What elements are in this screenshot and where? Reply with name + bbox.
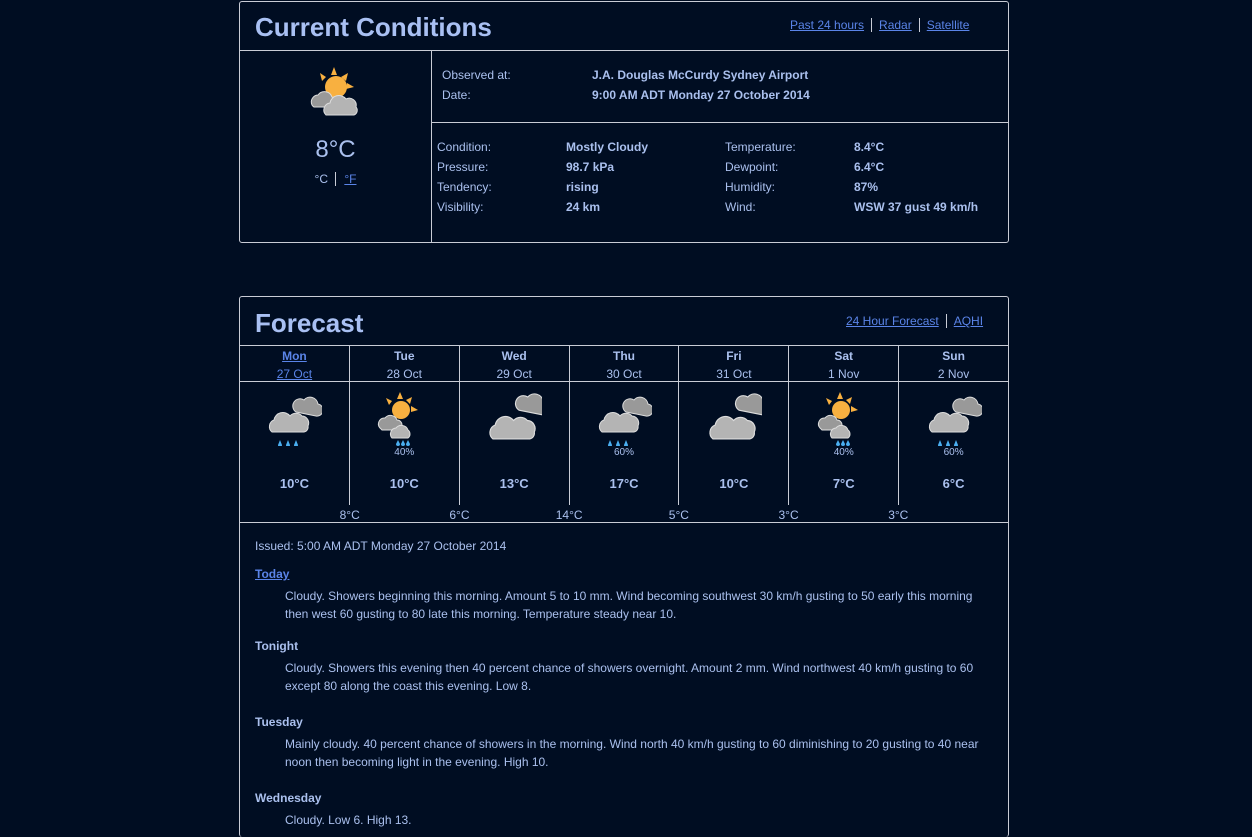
showers-icon <box>269 396 323 446</box>
detail-label: Tendency: <box>437 180 492 194</box>
low-temp: 3°C <box>778 508 799 522</box>
period-name-link[interactable]: Today <box>255 567 290 581</box>
satellite-link[interactable]: Satellite <box>918 18 977 32</box>
day-name: Fri <box>726 349 742 363</box>
period-text: Cloudy. Showers this evening then 40 per… <box>285 661 974 693</box>
temperature-value: 8.4°C <box>854 140 885 154</box>
humidity-value: 87% <box>854 180 879 194</box>
forecast-panel: Forecast 24 Hour Forecast AQHI Mon 27 Oct… <box>239 296 1009 837</box>
high-temp: 7°C <box>832 476 855 491</box>
day-header-thu[interactable]: Thu 30 Oct <box>568 346 679 381</box>
high-temp: 13°C <box>499 476 529 491</box>
fahrenheit-link[interactable]: °F <box>344 172 357 186</box>
high-temp: 10°C <box>389 476 419 491</box>
day-name-link[interactable]: Mon <box>282 349 307 363</box>
visibility-value: 24 km <box>566 200 601 214</box>
day-header-wed[interactable]: Wed 29 Oct <box>458 346 569 381</box>
day-name: Thu <box>613 349 635 363</box>
detail-label: Humidity: <box>725 180 776 194</box>
high-temp: 10°C <box>719 476 749 491</box>
condition-value: Mostly Cloudy <box>566 140 649 154</box>
past-24-hours-link[interactable]: Past 24 hours <box>790 18 865 32</box>
observed-label: Observed at: <box>442 68 511 82</box>
day-date: 30 Oct <box>606 367 642 381</box>
day-header-sat[interactable]: Sat 1 Nov <box>788 346 898 381</box>
day-forecast-tue: 40% 10°C <box>348 382 459 505</box>
detail-label: Temperature: <box>725 140 796 154</box>
forecast-period: Wednesday Cloudy. Low 6. High 13. <box>255 791 998 829</box>
current-conditions-title: Current Conditions <box>255 12 492 42</box>
forecast-title: Forecast <box>255 308 364 338</box>
sun-behind-clouds-icon <box>310 67 358 116</box>
sun-showers-icon <box>378 392 419 446</box>
issued-text: Issued: 5:00 AM ADT Monday 27 October 20… <box>255 539 507 553</box>
showers-icon <box>928 396 982 446</box>
celsius-unit: °C <box>314 172 336 186</box>
high-temp: 6°C <box>942 476 965 491</box>
precip-chance: 40% <box>833 447 854 458</box>
day-date: 28 Oct <box>386 367 422 381</box>
day-date: 1 Nov <box>828 367 860 381</box>
day-forecast-fri: 10°C <box>678 382 788 505</box>
day-forecast-wed: 13°C <box>458 382 569 505</box>
date-label: Date: <box>442 88 471 102</box>
day-date: 29 Oct <box>496 367 532 381</box>
day-header-tue[interactable]: Tue 28 Oct <box>348 346 459 381</box>
low-temp: 8°C <box>339 508 360 522</box>
low-temp: 3°C <box>888 508 909 522</box>
period-text: Cloudy. Low 6. High 13. <box>285 813 412 827</box>
current-temperature: 8°C <box>315 136 356 163</box>
low-temp: 5°C <box>668 508 689 522</box>
period-name: Wednesday <box>255 791 322 805</box>
showers-icon <box>598 396 652 446</box>
precip-chance: 40% <box>394 447 415 458</box>
precip-chance: 60% <box>943 447 964 458</box>
day-forecast-sat: 40% 7°C <box>788 382 898 505</box>
24-hour-forecast-link[interactable]: 24 Hour Forecast <box>846 314 939 328</box>
cloudy-icon <box>489 393 543 440</box>
day-forecast-mon: 10°C <box>240 382 349 505</box>
forecast-period: Tuesday Mainly cloudy. 40 percent chance … <box>255 715 998 771</box>
observed-value: J.A. Douglas McCurdy Sydney Airport <box>592 68 809 82</box>
day-header-fri[interactable]: Fri 31 Oct <box>678 346 788 381</box>
day-date-link[interactable]: 27 Oct <box>276 367 313 381</box>
precip-chance: 60% <box>614 447 635 458</box>
day-date: 2 Nov <box>937 367 970 381</box>
low-temp: 14°C <box>555 508 583 522</box>
dewpoint-value: 6.4°C <box>854 160 885 174</box>
wind-value: WSW 37 gust 49 km/h <box>854 200 979 214</box>
detail-label: Pressure: <box>437 160 489 174</box>
day-header-sun[interactable]: Sun 2 Nov <box>898 346 1008 381</box>
cloudy-icon <box>709 393 762 440</box>
day-header-mon[interactable]: Mon 27 Oct <box>240 346 349 381</box>
detail-label: Wind: <box>725 200 756 214</box>
forecast-period: Today Cloudy. Showers beginning this morn… <box>255 567 998 623</box>
period-name: Tuesday <box>255 715 303 729</box>
day-name: Sun <box>942 349 965 363</box>
pressure-value: 98.7 kPa <box>566 160 615 174</box>
day-name: Sat <box>834 349 854 363</box>
low-temp: 6°C <box>449 508 470 522</box>
period-text: Cloudy. Showers beginning this morning. … <box>285 589 973 621</box>
period-text: Mainly cloudy. 40 percent chance of show… <box>285 737 979 769</box>
high-temp: 10°C <box>279 476 309 491</box>
high-temp: 17°C <box>609 476 639 491</box>
day-forecast-thu: 60% 17°C <box>568 382 679 505</box>
period-name: Tonight <box>255 639 299 653</box>
detail-label: Visibility: <box>437 200 484 214</box>
aqhi-link[interactable]: AQHI <box>945 314 990 328</box>
date-value: 9:00 AM ADT Monday 27 October 2014 <box>592 88 810 102</box>
detail-label: Condition: <box>437 140 492 154</box>
current-conditions-panel: Current Conditions Past 24 hours Radar S… <box>239 1 1009 243</box>
day-name: Tue <box>394 349 415 363</box>
day-date: 31 Oct <box>716 367 752 381</box>
forecast-period: Tonight Cloudy. Showers this evening then… <box>255 639 998 695</box>
detail-label: Dewpoint: <box>725 160 779 174</box>
day-forecast-sun: 60% 6°C <box>898 382 1008 505</box>
day-name: Wed <box>501 349 527 363</box>
sun-showers-icon <box>817 392 858 446</box>
tendency-value: rising <box>566 180 599 194</box>
radar-link[interactable]: Radar <box>871 18 919 32</box>
